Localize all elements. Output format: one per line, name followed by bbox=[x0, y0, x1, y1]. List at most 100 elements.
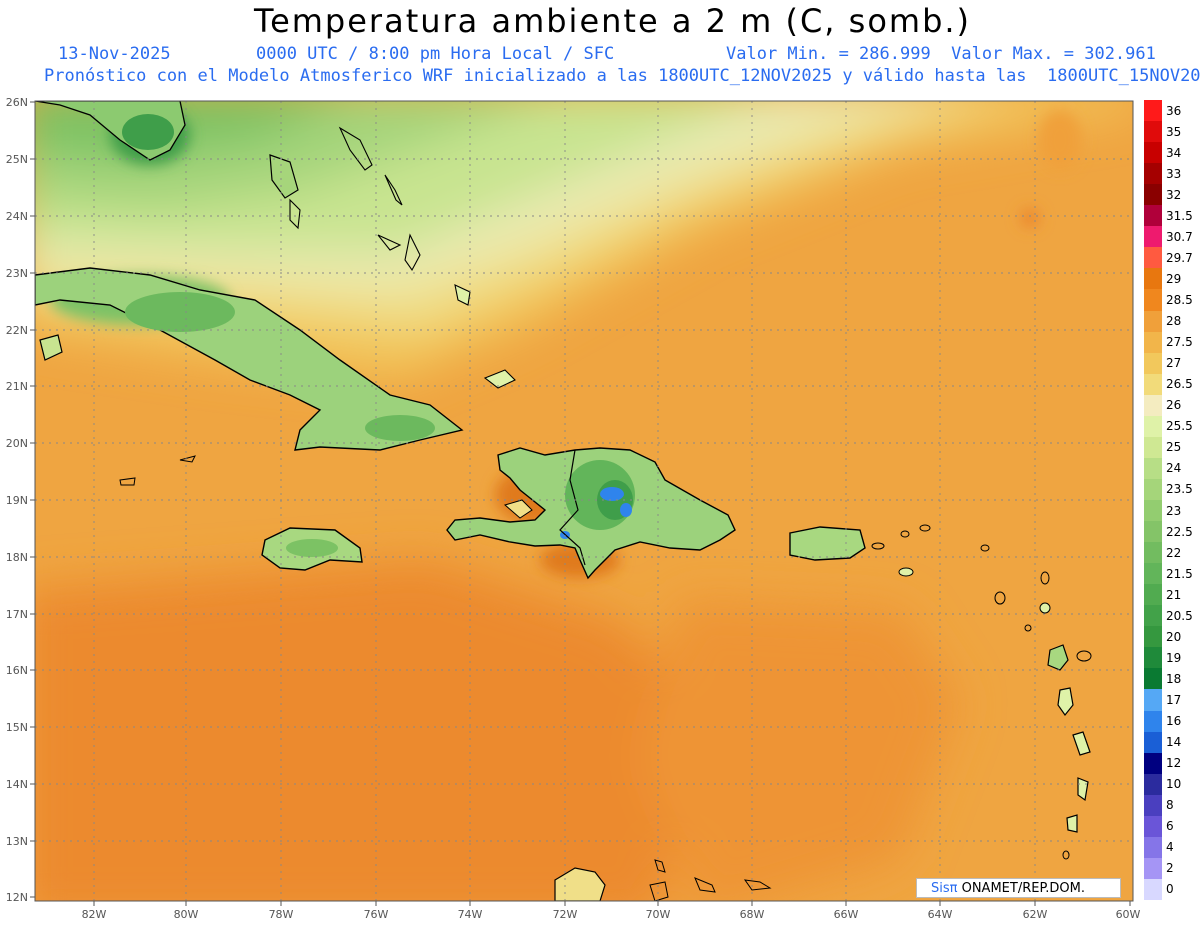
colorbar-segment bbox=[1144, 668, 1162, 690]
colorbar-label: 22 bbox=[1166, 545, 1182, 560]
colorbar-label: 16 bbox=[1166, 714, 1182, 729]
credit-text: ONAMET/REP.DOM. bbox=[957, 881, 1085, 896]
lon-label: 76W bbox=[364, 908, 389, 921]
colorbar-label: 26 bbox=[1166, 398, 1182, 413]
colorbar-segment bbox=[1144, 836, 1162, 859]
colorbar-segment bbox=[1144, 205, 1162, 227]
lat-label: 16N bbox=[6, 664, 28, 677]
longitude-axis bbox=[93, 901, 1131, 906]
colorbar-label: 4 bbox=[1166, 840, 1174, 855]
colorbar-segment bbox=[1144, 100, 1162, 122]
colorbar-label: 18 bbox=[1166, 671, 1182, 686]
lat-label: 14N bbox=[6, 778, 28, 791]
model-info: Pronóstico con el Modelo Atmosferico WRF… bbox=[44, 66, 1200, 86]
colorbar-segment bbox=[1144, 478, 1162, 501]
value-range: Valor Min. = 286.999 Valor Max. = 302.96… bbox=[726, 44, 1156, 64]
colorbar-segment bbox=[1144, 142, 1162, 164]
sis-logo: Sisπ bbox=[931, 881, 958, 896]
colorbar-segment bbox=[1144, 521, 1162, 543]
colorbar-label: 28.5 bbox=[1166, 293, 1193, 307]
lon-label: 70W bbox=[646, 908, 671, 921]
graticule bbox=[35, 101, 1133, 901]
colorbar-label: 20.5 bbox=[1166, 608, 1193, 623]
colorbar-label: 35 bbox=[1166, 124, 1182, 139]
lat-label: 25N bbox=[6, 153, 28, 166]
colorbar-label: 23 bbox=[1166, 503, 1182, 518]
lon-label: 66W bbox=[834, 908, 859, 921]
lat-label: 15N bbox=[6, 721, 28, 734]
colorbar-segment bbox=[1144, 289, 1162, 312]
lat-label: 23N bbox=[6, 267, 28, 280]
lon-label: 80W bbox=[174, 908, 199, 921]
colorbar-label: 27.5 bbox=[1166, 335, 1193, 350]
colorbar-labels: 36 35 34 33 32 31.5 30.7 29.7 29 28.5 28 27.5 27 26.5… bbox=[1166, 100, 1200, 900]
colorbar-segment bbox=[1144, 121, 1162, 143]
colorbar-segment bbox=[1144, 857, 1162, 880]
temperature-colorbar bbox=[1144, 100, 1162, 901]
colorbar-segment bbox=[1144, 878, 1162, 901]
colorbar-label: 30.7 bbox=[1166, 229, 1193, 244]
colorbar-segment bbox=[1144, 689, 1162, 712]
colorbar-label: 17 bbox=[1166, 693, 1182, 707]
colorbar-segment bbox=[1144, 542, 1162, 564]
colorbar-segment bbox=[1144, 500, 1162, 522]
map-title: Temperatura ambiente a 2 m (C, somb.) bbox=[253, 2, 972, 40]
colorbar-segment bbox=[1144, 184, 1162, 206]
colorbar-label: 8 bbox=[1166, 798, 1174, 813]
colorbar-segment bbox=[1144, 352, 1162, 375]
colorbar-label: 33 bbox=[1166, 166, 1182, 181]
colorbar-segment bbox=[1144, 647, 1162, 669]
lat-label: 17N bbox=[6, 608, 28, 621]
lat-label: 21N bbox=[6, 380, 28, 393]
colorbar-segment bbox=[1144, 415, 1162, 438]
colorbar-label: 25 bbox=[1166, 440, 1182, 455]
lat-label: 24N bbox=[6, 210, 28, 223]
lat-label: 20N bbox=[6, 437, 28, 450]
colorbar-segment bbox=[1144, 247, 1162, 269]
colorbar-segment bbox=[1144, 268, 1162, 290]
colorbar-segment bbox=[1144, 373, 1162, 396]
lat-label: 19N bbox=[6, 494, 28, 507]
lon-label: 72W bbox=[553, 908, 578, 921]
colorbar-label: 6 bbox=[1166, 819, 1174, 834]
colorbar-label: 36 bbox=[1166, 103, 1182, 118]
colorbar-segment bbox=[1144, 584, 1162, 606]
colorbar-label: 27 bbox=[1166, 356, 1182, 371]
lat-label: 18N bbox=[6, 551, 28, 564]
colorbar-segment bbox=[1144, 710, 1162, 733]
colorbar-label: 28 bbox=[1166, 314, 1182, 329]
lon-label: 64W bbox=[928, 908, 953, 921]
colorbar-label: 20 bbox=[1166, 629, 1182, 644]
colorbar-label: 24 bbox=[1166, 461, 1182, 476]
colorbar-segment bbox=[1144, 794, 1162, 817]
colorbar-segment bbox=[1144, 331, 1162, 354]
colorbar-segment bbox=[1144, 394, 1162, 417]
colorbar-label: 29.7 bbox=[1166, 250, 1193, 265]
lon-label: 60W bbox=[1116, 908, 1141, 921]
colorbar-segment bbox=[1144, 626, 1162, 648]
lon-label: 68W bbox=[740, 908, 765, 921]
colorbar-segment bbox=[1144, 457, 1162, 480]
latitude-axis bbox=[30, 101, 35, 898]
colorbar-segment bbox=[1144, 815, 1162, 838]
forecast-time: 0000 UTC / 8:00 pm Hora Local / SFC bbox=[256, 44, 615, 64]
colorbar-segment bbox=[1144, 752, 1162, 775]
colorbar-label: 19 bbox=[1166, 650, 1182, 665]
colorbar-segment bbox=[1144, 163, 1162, 185]
lon-label: 74W bbox=[458, 908, 483, 921]
credit-box: Sisπ ONAMET/REP.DOM. bbox=[916, 878, 1121, 898]
lon-label: 62W bbox=[1023, 908, 1048, 921]
land-areas bbox=[35, 101, 1092, 901]
colorbar-label: 12 bbox=[1166, 756, 1182, 771]
colorbar-label: 34 bbox=[1166, 145, 1182, 160]
lat-label: 22N bbox=[6, 324, 28, 337]
colorbar-label: 23.5 bbox=[1166, 482, 1193, 497]
colorbar-label: 31.5 bbox=[1166, 208, 1193, 223]
colorbar-label: 2 bbox=[1166, 861, 1174, 876]
colorbar-segment bbox=[1144, 226, 1162, 248]
colorbar-label: 21 bbox=[1166, 587, 1182, 602]
colorbar-label: 26.5 bbox=[1166, 377, 1193, 392]
colorbar-label: 0 bbox=[1166, 882, 1174, 897]
colorbar-segment bbox=[1144, 773, 1162, 796]
